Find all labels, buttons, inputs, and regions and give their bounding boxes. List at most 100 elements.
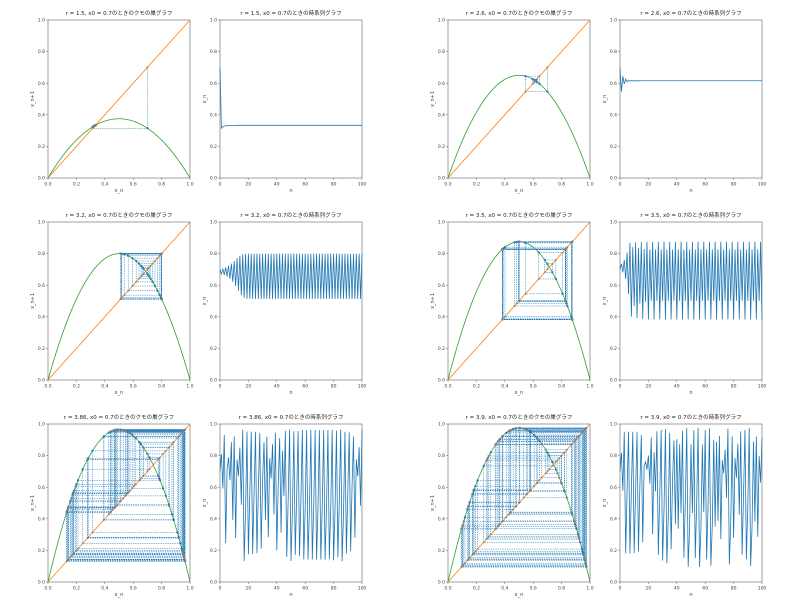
identity-line bbox=[447, 19, 591, 179]
y-tick-label: 0.2 bbox=[438, 346, 445, 352]
y-tick-label: 0.8 bbox=[610, 49, 617, 55]
diagonal-point bbox=[546, 268, 549, 271]
cobweb-point bbox=[134, 259, 138, 263]
diagonal-point bbox=[487, 535, 490, 538]
diagonal-point bbox=[583, 429, 586, 432]
cobweb-point bbox=[141, 445, 145, 449]
x-axis-label: n bbox=[689, 592, 692, 598]
x-tick-label: 0.8 bbox=[158, 384, 165, 390]
diagonal-point bbox=[544, 472, 547, 475]
cobweb-point bbox=[156, 289, 159, 292]
cobweb-point bbox=[149, 277, 152, 280]
x-tick-label: 20 bbox=[646, 586, 652, 592]
cobweb-point bbox=[487, 454, 490, 458]
cobweb-point bbox=[511, 427, 515, 431]
cobweb-point bbox=[571, 513, 574, 516]
cobweb-point bbox=[563, 490, 566, 493]
diagonal-point bbox=[476, 548, 479, 551]
cobweb-point bbox=[574, 525, 577, 528]
cobweb-point bbox=[551, 460, 554, 464]
x-tick-label: 0.0 bbox=[44, 586, 51, 592]
diagonal-point bbox=[134, 483, 137, 486]
y-axis-label: x_n+1 bbox=[430, 91, 436, 107]
y-tick-label: 0.8 bbox=[38, 49, 45, 55]
cobweb-point bbox=[176, 531, 179, 534]
cobweb-point bbox=[164, 494, 168, 498]
x-tick-label: 0.2 bbox=[73, 182, 80, 188]
cobweb-point bbox=[68, 500, 72, 504]
y-axis-label: x_n bbox=[602, 499, 608, 508]
plot-frame bbox=[219, 221, 363, 381]
cobweb-point bbox=[134, 436, 137, 440]
y-tick-label: 0.8 bbox=[210, 49, 217, 55]
x-tick-label: 20 bbox=[246, 182, 252, 188]
plot-frame bbox=[447, 19, 591, 179]
diagonal-point bbox=[172, 441, 175, 444]
diagonal-point bbox=[512, 508, 515, 511]
y-tick-label: 0.0 bbox=[610, 580, 617, 586]
x-tick-label: 1.0 bbox=[186, 586, 193, 592]
diagonal-point bbox=[129, 489, 132, 492]
cobweb-point bbox=[538, 439, 541, 442]
y-axis-label: x_n bbox=[602, 297, 608, 306]
cobweb-point bbox=[526, 428, 529, 432]
cobweb-point bbox=[75, 483, 78, 486]
diagonal-point bbox=[524, 90, 527, 93]
diagonal-point bbox=[148, 468, 151, 471]
cobweb-point bbox=[124, 429, 128, 433]
y-tick-label: 1.0 bbox=[210, 18, 217, 24]
diagonal-point bbox=[148, 266, 151, 269]
y-tick-label: 0.0 bbox=[438, 176, 445, 182]
diagonal-point bbox=[571, 442, 574, 445]
x-tick-label: 60 bbox=[302, 586, 308, 592]
x-tick-label: 40 bbox=[274, 586, 280, 592]
y-axis-label: x_n bbox=[602, 95, 608, 104]
cobweb-point bbox=[72, 490, 75, 494]
cobweb-point bbox=[86, 458, 89, 461]
panel-title: r = 3.5, x0 = 0.7のときのクモの巣グラフ bbox=[466, 211, 573, 219]
cobweb-point bbox=[494, 443, 497, 446]
diagonal-point bbox=[518, 299, 521, 302]
y-axis-label: x_n+1 bbox=[30, 495, 36, 511]
diagonal-point bbox=[65, 560, 68, 563]
cobweb-panel: r = 3.86, x0 = 0.7のときのクモの巣グラフ 0.0 0.2 0.4 0.… bbox=[30, 413, 194, 598]
diagonal-point bbox=[109, 511, 112, 514]
x-tick-label: 0.0 bbox=[44, 384, 51, 390]
cobweb-panel: r = 3.9, x0 = 0.7のときのクモの巣グラフ 0.0 0.2 0.4 0.6… bbox=[430, 413, 594, 598]
cobweb-point bbox=[486, 456, 489, 460]
diagonal-point bbox=[471, 553, 474, 556]
cobweb-point bbox=[571, 318, 574, 321]
diagonal-point bbox=[577, 435, 580, 438]
diagonal-point bbox=[501, 318, 504, 321]
y-axis-label: x_n+1 bbox=[30, 91, 36, 107]
y-tick-label: 1.0 bbox=[38, 18, 45, 24]
diagonal-point bbox=[537, 277, 540, 280]
cobweb-point bbox=[463, 516, 467, 519]
diagonal-point bbox=[543, 271, 546, 274]
y-tick-label: 0.8 bbox=[38, 453, 45, 459]
diagonal-point bbox=[580, 431, 583, 434]
cobweb-point bbox=[532, 433, 536, 437]
x-axis-label: n bbox=[289, 390, 292, 396]
x-tick-label: 60 bbox=[702, 182, 708, 188]
cobweb-point bbox=[181, 549, 184, 553]
x-tick-label: 0.0 bbox=[444, 182, 451, 188]
diagonal-point bbox=[181, 431, 184, 434]
plot-frame bbox=[47, 423, 191, 583]
diagonal-point bbox=[461, 565, 464, 568]
cobweb-point bbox=[570, 510, 573, 514]
x-tick-label: 100 bbox=[358, 182, 367, 188]
diagonal-point bbox=[538, 479, 541, 482]
diagonal-point bbox=[505, 516, 508, 519]
x-tick-label: 0 bbox=[219, 384, 222, 390]
cobweb-point bbox=[546, 262, 549, 266]
cobweb-point bbox=[132, 435, 136, 438]
cobweb-point bbox=[71, 493, 74, 497]
y-tick-label: 0.4 bbox=[210, 516, 217, 522]
diagonal-point bbox=[133, 485, 136, 488]
x-tick-label: 80 bbox=[731, 182, 737, 188]
cobweb-point bbox=[556, 472, 559, 475]
diagonal-point bbox=[131, 487, 134, 490]
cobweb-panel: r = 2.6, x0 = 0.7のときのクモの巣グラフ 0.0 0.2 0.4 0.6… bbox=[430, 9, 594, 194]
y-axis-label: x_n+1 bbox=[430, 293, 436, 309]
